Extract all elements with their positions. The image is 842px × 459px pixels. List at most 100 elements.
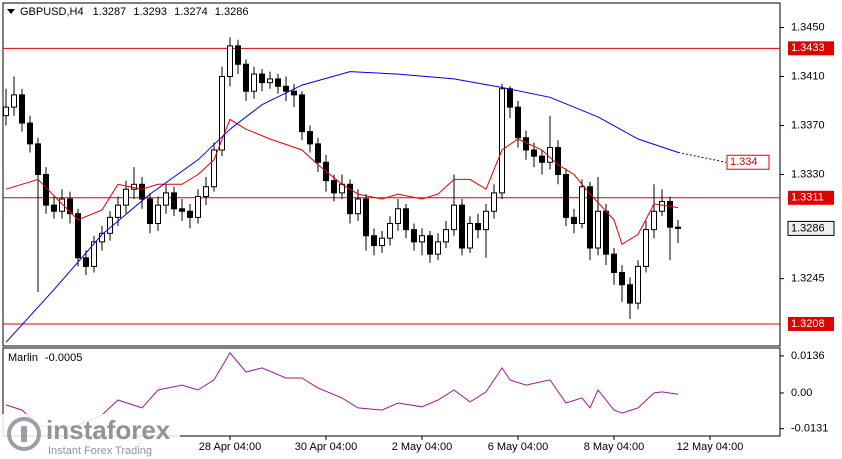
y-tick-label: 1.3410 bbox=[791, 70, 825, 82]
candle-body bbox=[675, 226, 681, 229]
candle-body bbox=[83, 257, 89, 267]
logo-tagline: Instant Forex Trading bbox=[48, 445, 152, 457]
candle-body bbox=[203, 186, 209, 198]
candle-body bbox=[539, 155, 545, 163]
candle-body bbox=[227, 45, 233, 77]
candle-body bbox=[355, 198, 361, 215]
candle-body bbox=[59, 198, 65, 212]
candle-body bbox=[531, 149, 537, 157]
candle-body bbox=[315, 143, 321, 163]
candle-body bbox=[611, 253, 617, 273]
candle-body bbox=[291, 90, 297, 96]
candle-body bbox=[19, 94, 25, 124]
header-high: 1.3293 bbox=[133, 6, 167, 18]
x-tick-label: 30 Apr 04:00 bbox=[295, 441, 357, 453]
candle-body bbox=[427, 235, 433, 255]
candle-body bbox=[571, 216, 577, 224]
candle-body bbox=[307, 131, 313, 145]
candle-body bbox=[547, 147, 553, 163]
candle-body bbox=[483, 210, 489, 231]
candle-body bbox=[299, 94, 305, 133]
header-open: 1.3287 bbox=[93, 6, 127, 18]
candle-body bbox=[139, 183, 145, 200]
candle-body bbox=[235, 45, 241, 65]
projection-line bbox=[677, 151, 727, 163]
candle-body bbox=[211, 149, 217, 188]
marks: 1.3450 1.3410 1.3370 1.3330 1.3245 1.3433 1.33… bbox=[3, 21, 835, 453]
line bbox=[5, 352, 679, 429]
candle-body bbox=[163, 192, 169, 206]
candle-body bbox=[459, 204, 465, 249]
candle-body bbox=[387, 223, 393, 239]
candle-body bbox=[651, 210, 657, 231]
candle-body bbox=[147, 198, 153, 224]
candle-body bbox=[219, 76, 225, 151]
candle-body bbox=[283, 85, 289, 92]
x-tick-label: 2 May 04:00 bbox=[392, 441, 453, 453]
level-label: 1.3433 bbox=[791, 42, 825, 54]
candle-body bbox=[491, 192, 497, 212]
candle-body bbox=[27, 122, 33, 145]
candle-body bbox=[395, 208, 401, 225]
projection-label: 1.334 bbox=[730, 156, 758, 168]
candle-body bbox=[51, 204, 57, 212]
header-low: 1.3274 bbox=[174, 6, 208, 18]
candle-body bbox=[75, 213, 81, 259]
y-tick-label: 1.3330 bbox=[791, 168, 825, 180]
candle-body bbox=[187, 210, 193, 218]
candle-body bbox=[67, 198, 73, 215]
candle-body bbox=[443, 229, 449, 243]
x-tick-label: 8 May 04:00 bbox=[584, 441, 645, 453]
main-panel bbox=[2, 2, 781, 347]
candle-body bbox=[587, 186, 593, 249]
line bbox=[5, 71, 679, 343]
candle-body bbox=[555, 147, 561, 176]
y-tick-label: 1.3245 bbox=[791, 273, 825, 285]
level-label-box bbox=[788, 316, 834, 331]
logo: instaforex Instant Forex Trading bbox=[0, 414, 180, 459]
candle-body bbox=[595, 210, 601, 249]
candle-body bbox=[179, 208, 185, 212]
candle-body bbox=[659, 200, 665, 212]
candle-body bbox=[259, 73, 265, 84]
level-label-box bbox=[788, 41, 834, 56]
oscillator-title: Marlin bbox=[8, 352, 38, 364]
candle-body bbox=[507, 88, 513, 108]
candle-body bbox=[171, 192, 177, 210]
level-label: 1.3311 bbox=[791, 192, 824, 204]
candle-body bbox=[451, 204, 457, 231]
candle-body bbox=[627, 284, 633, 304]
candle-body bbox=[123, 188, 129, 206]
candle-body bbox=[643, 229, 649, 267]
candle-body bbox=[579, 186, 585, 224]
candle-body bbox=[331, 180, 337, 194]
candle-body bbox=[619, 272, 625, 286]
candle-body bbox=[91, 241, 97, 267]
logo-name: instaforex bbox=[46, 415, 171, 445]
y-tick-label: 1.3370 bbox=[791, 119, 825, 131]
candle-body bbox=[411, 229, 417, 243]
y-tick-label: 0.00 bbox=[791, 387, 812, 399]
candle-body bbox=[435, 241, 441, 255]
candle-body bbox=[115, 204, 121, 218]
logo-ring bbox=[7, 417, 41, 451]
candle-body bbox=[667, 200, 673, 228]
candle-body bbox=[363, 198, 369, 237]
price-label: 1.3286 bbox=[791, 222, 825, 234]
candle-body bbox=[11, 94, 17, 108]
candle-body bbox=[371, 235, 377, 247]
x-tick-label: 28 Apr 04:00 bbox=[199, 441, 261, 453]
level-label: 1.3208 bbox=[791, 318, 825, 330]
symbol: GBPUSD,H4 bbox=[20, 6, 84, 18]
oscillator-value: -0.0005 bbox=[45, 352, 82, 364]
level-label-box bbox=[788, 190, 834, 205]
candle-body bbox=[243, 63, 249, 92]
x-tick-label: 12 May 04:00 bbox=[677, 441, 744, 453]
candle-body bbox=[475, 223, 481, 231]
candle-body bbox=[267, 78, 273, 84]
candle-body bbox=[603, 210, 609, 255]
candle-body bbox=[275, 78, 281, 87]
oscillator-header: Marlin -0.0005 bbox=[8, 352, 82, 364]
